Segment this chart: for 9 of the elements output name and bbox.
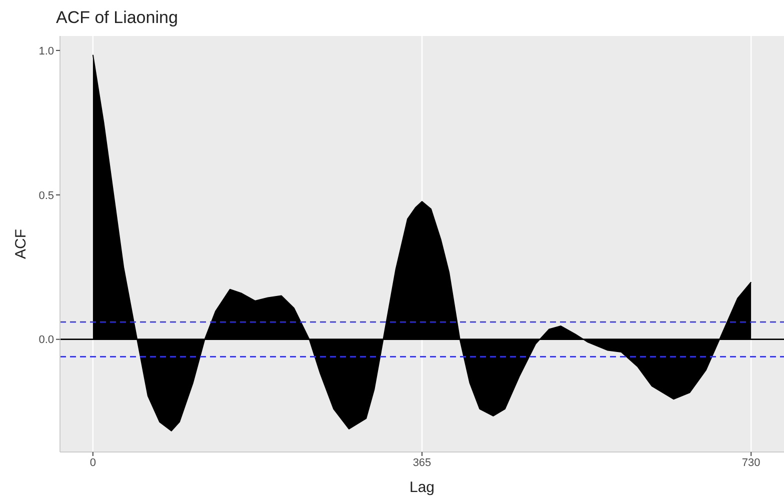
chart-title: ACF of Liaoning xyxy=(56,8,179,29)
x-tick-label: 730 xyxy=(742,456,760,469)
y-axis-title: ACF xyxy=(12,229,30,259)
y-tick-label: 0.5 xyxy=(38,190,54,202)
y-tick-label: 0.0 xyxy=(38,334,54,346)
x-tick-label: 0 xyxy=(90,456,96,469)
x-tick-label: 365 xyxy=(412,456,432,469)
x-axis-title: Lag xyxy=(409,479,435,496)
y-tick-label: 1.0 xyxy=(38,45,54,58)
